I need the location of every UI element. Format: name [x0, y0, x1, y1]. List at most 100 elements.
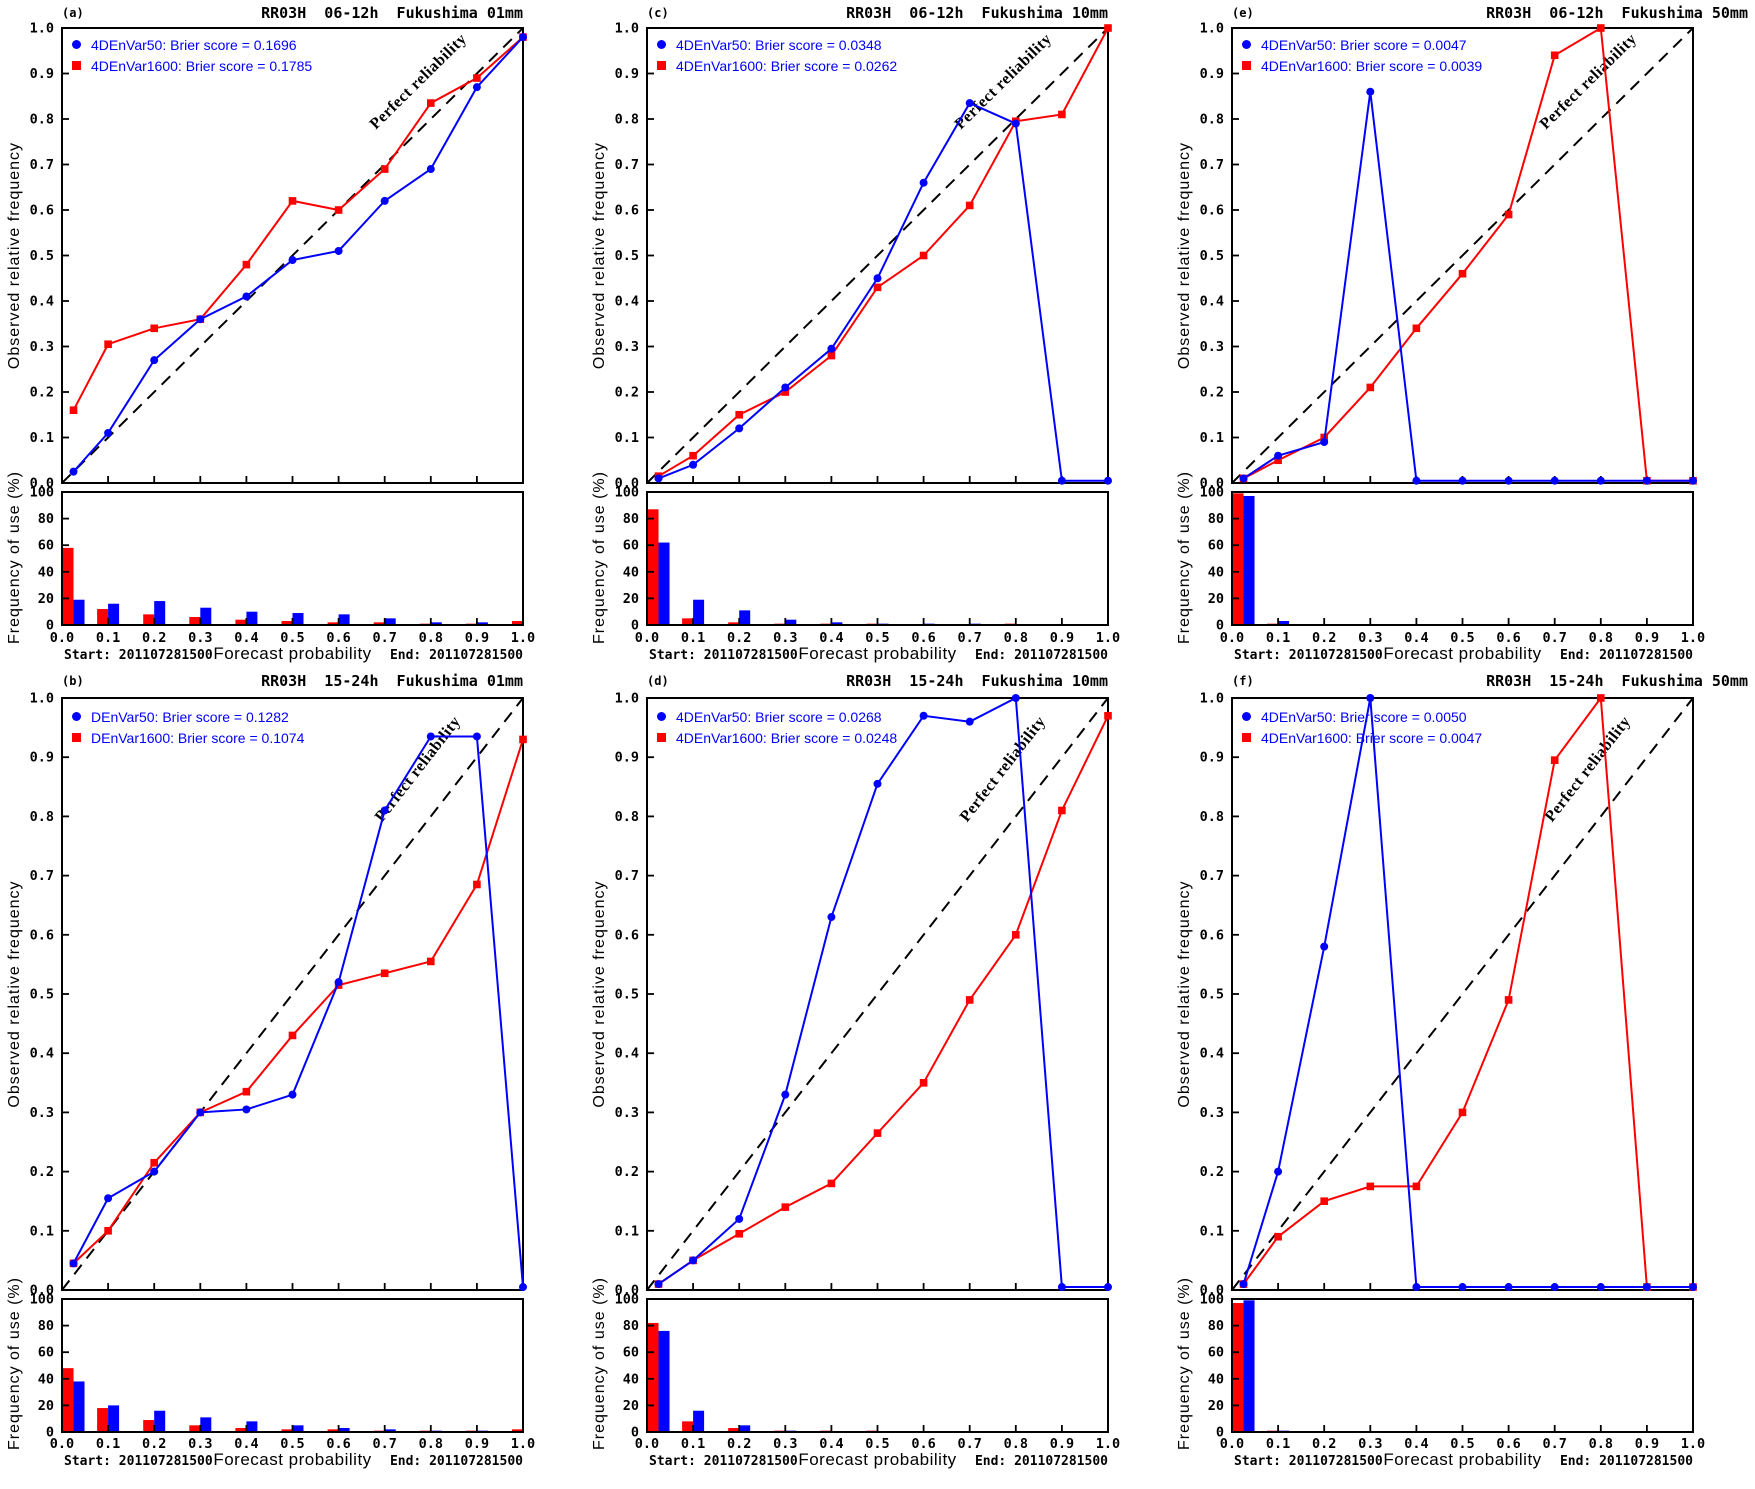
data-point-marker	[1239, 474, 1248, 483]
perfect-reliability-label: Perfect reliability	[957, 713, 1049, 825]
data-point-marker	[1104, 24, 1112, 32]
series-line	[72, 739, 524, 1265]
start-time-label: Start: 201107281500	[649, 648, 798, 663]
svg-text:20: 20	[623, 1398, 639, 1414]
svg-text:0.3: 0.3	[30, 1105, 54, 1121]
svg-text:0.4: 0.4	[1200, 1046, 1224, 1062]
data-point-marker	[426, 165, 435, 174]
data-point-marker	[1596, 476, 1605, 485]
svg-text:100: 100	[30, 1292, 54, 1308]
svg-text:0.0: 0.0	[1220, 630, 1244, 646]
histogram-bar-blue	[430, 622, 442, 625]
data-point-marker	[1550, 51, 1559, 60]
data-point-marker	[1412, 1283, 1421, 1292]
data-point-marker	[1058, 110, 1066, 119]
perfect-reliability-line	[61, 27, 524, 484]
data-point-marker	[380, 969, 389, 978]
series-line	[1243, 26, 1693, 482]
svg-text:0.5: 0.5	[1200, 248, 1224, 264]
svg-text:0.5: 0.5	[280, 630, 304, 646]
svg-text:0.0: 0.0	[635, 630, 659, 646]
data-point-marker	[965, 996, 974, 1004]
svg-text:0.2: 0.2	[142, 630, 166, 646]
histogram-bar-red	[327, 622, 339, 625]
svg-text:0.4: 0.4	[615, 294, 639, 310]
svg-text:0.4: 0.4	[234, 1436, 258, 1452]
svg-text:1.0: 1.0	[1681, 630, 1705, 646]
legend-item: 4DEnVar50: Brier score = 0.0348	[657, 34, 897, 55]
data-point-marker	[1504, 1283, 1513, 1292]
svg-text:0.7: 0.7	[30, 868, 54, 884]
svg-text:0.6: 0.6	[615, 927, 639, 943]
tick-labels: 0.0 0.1 0.2 0.3 0.4 0.5 0.6 0.7 0.8 0.9 1.0 0 20 40 60…	[30, 21, 536, 647]
data-point-marker	[242, 260, 251, 269]
panel-a: 0.0 0.1 0.2 0.3 0.4 0.5 0.6 0.7 0.8 0.9 1.0 0 20 40 60…	[0, 0, 585, 666]
data-point-marker	[1596, 1283, 1605, 1292]
series-line	[72, 735, 524, 1288]
svg-text:0.9: 0.9	[1635, 1436, 1659, 1452]
histogram-bar-blue	[292, 1425, 304, 1432]
histogram-bar-red	[682, 1421, 694, 1432]
legend-item: 4DEnVar50: Brier score = 0.1696	[72, 34, 312, 55]
histogram-bar-red	[682, 618, 694, 625]
svg-text:0.8: 0.8	[1004, 1436, 1028, 1452]
data-point-marker	[735, 1214, 744, 1223]
histogram-bar-blue	[73, 1381, 85, 1432]
svg-text:20: 20	[623, 591, 639, 607]
svg-text:60: 60	[623, 538, 639, 554]
svg-text:0.5: 0.5	[1450, 1436, 1474, 1452]
legend-label: 4DEnVar1600: Brier score = 0.1785	[91, 57, 313, 74]
svg-text:0.4: 0.4	[819, 630, 843, 646]
data-point-marker	[196, 1108, 205, 1117]
data-point-marker	[1274, 451, 1283, 460]
data-point-marker	[519, 1283, 527, 1292]
svg-text:0.2: 0.2	[615, 1164, 639, 1180]
data-point-marker	[1458, 1283, 1467, 1292]
axes-frames	[61, 697, 524, 1433]
legend: 4DEnVar50: Brier score = 0.0268 4DEnVar1…	[657, 706, 897, 748]
series-line	[658, 101, 1108, 482]
svg-text:100: 100	[1200, 485, 1224, 501]
data-point-marker	[1642, 476, 1651, 485]
data-point-marker	[1504, 996, 1513, 1004]
svg-text:80: 80	[38, 1318, 54, 1334]
histogram-bar-blue	[693, 599, 705, 625]
svg-text:0.9: 0.9	[465, 1436, 489, 1452]
axis-ticks	[61, 697, 524, 1433]
histogram-bar-blue	[338, 1428, 350, 1432]
data-point-marker	[380, 196, 389, 205]
y-axis-label-frequency-of-use: Frequency of use (%)	[1176, 1277, 1193, 1450]
svg-text:0.2: 0.2	[727, 1436, 751, 1452]
perfect-reliability-label: Perfect reliability	[367, 30, 471, 132]
data-point-marker	[1366, 87, 1375, 96]
tick-labels: 0.0 0.1 0.2 0.3 0.4 0.5 0.6 0.7 0.8 0.9 1.0 0 20 40 60…	[1200, 21, 1706, 647]
histogram-bar-red	[143, 1420, 155, 1432]
svg-text:0.3: 0.3	[773, 1436, 797, 1452]
data-point-marker	[1058, 806, 1066, 815]
svg-text:0.2: 0.2	[1200, 1164, 1224, 1180]
svg-text:0.3: 0.3	[188, 630, 212, 646]
histogram-bar-blue	[108, 603, 120, 625]
y-axis-label-observed-relative-frequency: Observed relative frequency	[1176, 141, 1193, 370]
svg-text:0: 0	[631, 618, 639, 634]
data-point-marker	[334, 206, 343, 214]
series-4DEnVar50	[1239, 87, 1697, 485]
panel-letter: (a)	[62, 6, 84, 20]
panel-title: RR03H 06-12h Fukushima 10mm	[846, 4, 1108, 22]
svg-text:0.1: 0.1	[681, 1436, 705, 1452]
series-4DEnVar1600	[69, 33, 527, 414]
end-time-label: End: 201107281500	[1559, 648, 1693, 663]
data-point-marker	[104, 1194, 113, 1203]
legend: 4DEnVar50: Brier score = 0.0047 4DEnVar1…	[1242, 34, 1482, 76]
series-line	[657, 696, 1108, 1289]
svg-text:0.7: 0.7	[615, 157, 639, 173]
panel-title: RR03H 06-12h Fukushima 50mm	[1486, 4, 1748, 22]
y-axis-label-observed-relative-frequency: Observed relative frequency	[591, 141, 608, 370]
svg-text:0.0: 0.0	[1200, 1283, 1224, 1299]
data-point-marker	[473, 880, 481, 889]
histogram-bar-red	[189, 617, 201, 625]
svg-text:80: 80	[1208, 1318, 1224, 1334]
svg-text:0.3: 0.3	[615, 1105, 639, 1121]
x-axis-label: Forecast probability	[798, 644, 957, 663]
svg-text:60: 60	[38, 538, 54, 554]
